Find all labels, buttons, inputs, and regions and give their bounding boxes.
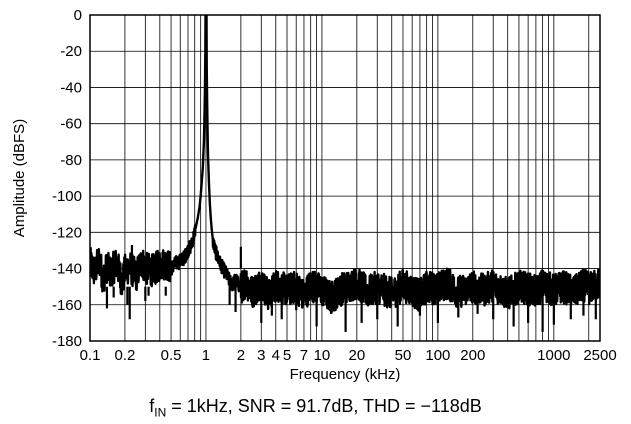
x-tick-label: 200 xyxy=(460,347,485,364)
x-tick-label: 2 xyxy=(237,347,245,364)
y-tick-label: -60 xyxy=(60,116,82,133)
y-tick-label: -120 xyxy=(52,224,82,241)
caption-text: = 1kHz, SNR = 91.7dB, THD = −118dB xyxy=(166,396,482,416)
y-axis-label: Amplitude (dBFS) xyxy=(11,119,28,237)
spectrum-line xyxy=(90,15,600,314)
y-tick-label: -80 xyxy=(60,152,82,169)
y-tick-label: -40 xyxy=(60,79,82,96)
series-layer xyxy=(90,15,600,332)
x-axis-label: Frequency (kHz) xyxy=(290,366,401,383)
x-tick-label: 3 xyxy=(257,347,265,364)
x-tick-label: 0.5 xyxy=(161,347,182,364)
x-tick-label: 100 xyxy=(425,347,450,364)
plot-series-group xyxy=(90,15,600,332)
x-tick-labels: 0.1 0.2 0.5 1 2 3 4 5 7 10 20 50 100 200 1000 2500 xyxy=(80,347,617,364)
x-tick-label: 7 xyxy=(300,347,308,364)
chart-caption: fIN = 1kHz, SNR = 91.7dB, THD = −118dB xyxy=(0,396,631,420)
x-tick-label: 1000 xyxy=(537,347,570,364)
y-tick-label: -180 xyxy=(52,333,82,350)
plot-frame xyxy=(89,14,601,342)
y-tick-labels: 0 -20 -40 -60 -80 -100 -120 -140 -160 -180 xyxy=(52,7,82,350)
x-tick-label: 50 xyxy=(395,347,412,364)
y-tick-label: -20 xyxy=(60,43,82,60)
y-tick-label: -160 xyxy=(52,297,82,314)
x-tick-label: 5 xyxy=(283,347,291,364)
x-tick-label: 10 xyxy=(314,347,331,364)
y-tick-label: 0 xyxy=(74,7,82,24)
y-tick-label: -100 xyxy=(52,188,82,205)
x-tick-label: 4 xyxy=(272,347,280,364)
x-tick-label: 20 xyxy=(348,347,365,364)
x-tick-label: 1 xyxy=(202,347,210,364)
x-tick-label: 0.2 xyxy=(114,347,135,364)
y-tick-label: -140 xyxy=(52,261,82,278)
caption-subscript: IN xyxy=(154,405,167,420)
x-tick-label: 2500 xyxy=(583,347,616,364)
caption-prefix: f xyxy=(149,396,155,416)
x-tick-label: 0.1 xyxy=(80,347,101,364)
